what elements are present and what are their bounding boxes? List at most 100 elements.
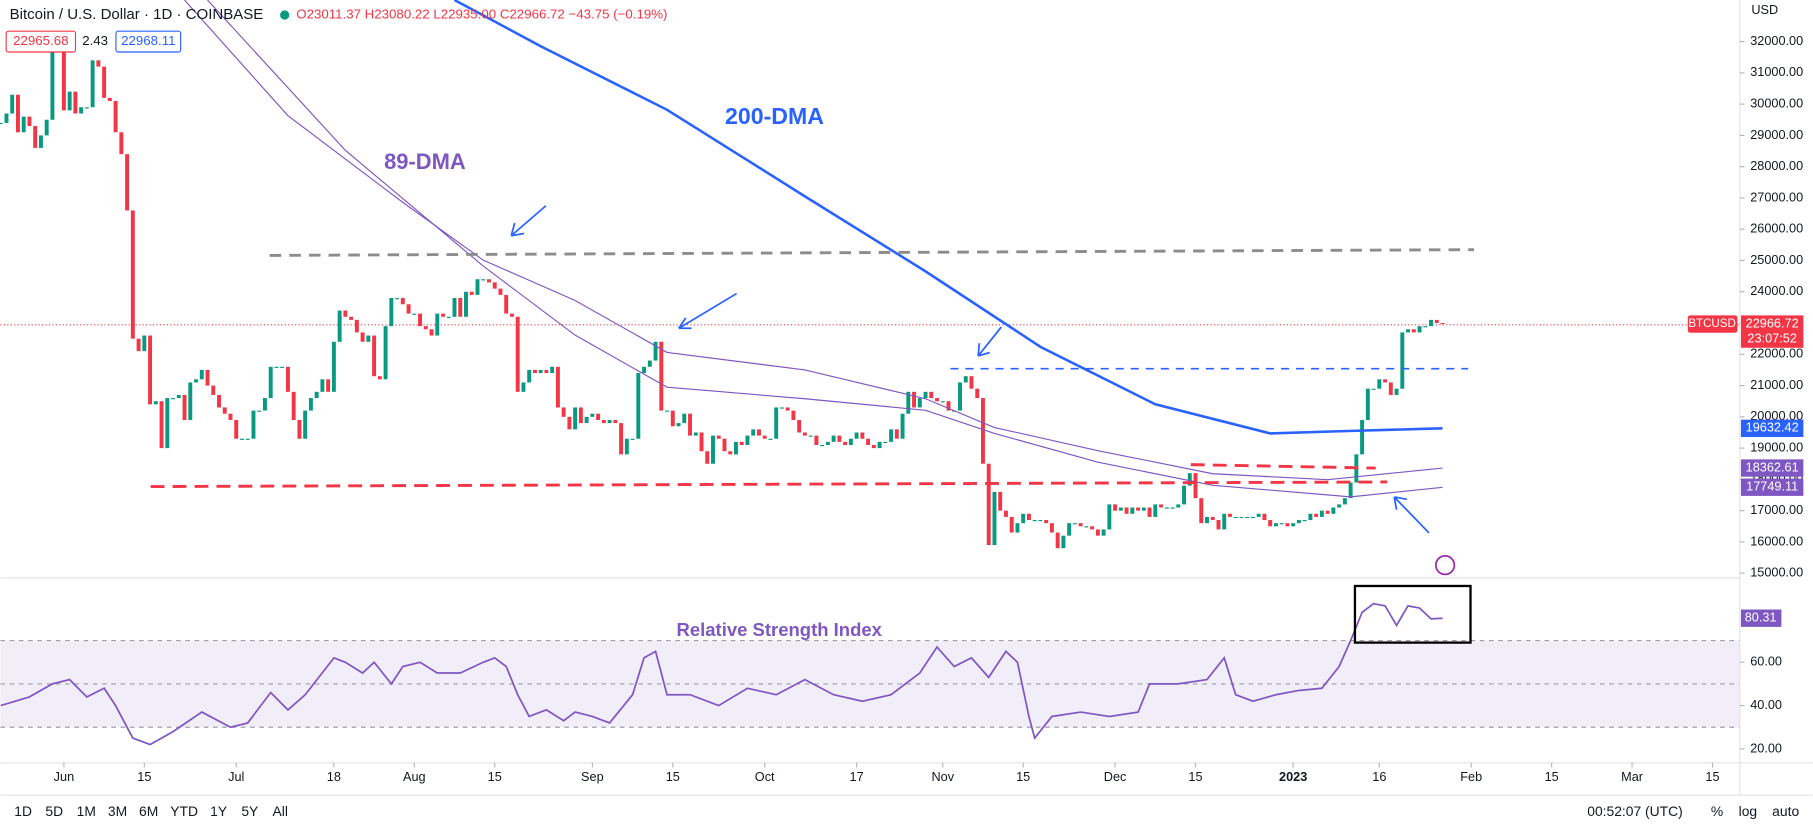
candle (969, 376, 974, 389)
candle (877, 441, 882, 449)
candle (297, 419, 302, 439)
candle (492, 282, 497, 289)
candle (240, 438, 244, 440)
candle (475, 279, 480, 295)
candle (1285, 523, 1290, 527)
candle (487, 279, 491, 283)
candle (1159, 504, 1164, 508)
candle (1342, 498, 1347, 505)
candle (624, 438, 629, 455)
candle (992, 491, 997, 546)
buy-box[interactable] (115, 30, 182, 53)
candle (871, 444, 876, 449)
price-label-bg (1740, 478, 1804, 496)
candle (1095, 529, 1100, 536)
candle (820, 444, 825, 447)
candle (4, 113, 9, 123)
range-button[interactable]: 1D (14, 803, 32, 819)
price-label-bg (1740, 419, 1804, 438)
candle (739, 441, 744, 445)
candle (423, 326, 428, 330)
event-icon[interactable] (1434, 555, 1456, 576)
candle (509, 313, 514, 317)
y-tick-label: 29000.00 (1750, 127, 1803, 142)
candle (584, 416, 589, 424)
countdown: 23:07:52 (1747, 330, 1796, 345)
candle (498, 288, 503, 295)
candle (544, 369, 549, 374)
candle (756, 429, 761, 436)
candle (27, 116, 32, 127)
range-button[interactable]: 6M (139, 803, 158, 819)
drawings (150, 205, 1474, 644)
candle (15, 94, 20, 133)
range-button[interactable]: YTD (170, 803, 198, 819)
candle (935, 398, 939, 402)
price-label: 19632.42 (1746, 420, 1799, 435)
candle (532, 369, 537, 374)
candle (843, 441, 848, 445)
candle (998, 491, 1003, 511)
candle (1090, 526, 1095, 530)
candle (412, 313, 417, 315)
candle (607, 419, 612, 424)
candle (1078, 523, 1083, 527)
range-button[interactable]: 5D (45, 803, 63, 819)
candle (1164, 507, 1169, 509)
candle (452, 298, 457, 317)
candle (79, 107, 84, 114)
range-button[interactable]: 5Y (241, 803, 258, 819)
y-tick-label: 32000.00 (1750, 33, 1803, 48)
scale-option[interactable]: log (1739, 803, 1758, 819)
range-button[interactable]: All (273, 803, 288, 819)
candle (165, 398, 170, 449)
candle (1348, 482, 1353, 499)
candle (291, 391, 296, 420)
candle (578, 407, 583, 424)
y-tick-label: 17000.00 (1750, 502, 1803, 517)
candle (802, 432, 807, 436)
candle (1291, 523, 1296, 527)
currency[interactable]: USD (1751, 2, 1778, 17)
support-line (1190, 463, 1376, 470)
candle (774, 407, 779, 439)
candle (1388, 382, 1393, 395)
candle (1417, 326, 1422, 333)
arrow (678, 292, 738, 330)
candle (343, 310, 348, 317)
candle (1021, 513, 1026, 524)
candle (791, 410, 796, 420)
candle (958, 382, 962, 411)
moving-average (207, 0, 1443, 498)
candle (1055, 532, 1060, 549)
candle (1222, 513, 1227, 530)
candle (768, 438, 773, 440)
candle (1210, 516, 1215, 521)
y-tick-label: 27000.00 (1750, 189, 1803, 204)
range-button[interactable]: 3M (108, 803, 127, 819)
scale-option[interactable]: auto (1772, 803, 1799, 819)
last-price: 22966.72 (1746, 315, 1799, 330)
candle (1394, 388, 1399, 395)
y-tick-label: 31000.00 (1750, 64, 1803, 79)
moving-average (184, 0, 1443, 481)
candle (395, 298, 400, 300)
sell-box[interactable] (5, 30, 77, 53)
candle (406, 304, 411, 314)
candle (84, 107, 89, 109)
candle (1245, 516, 1250, 519)
range-button[interactable]: 1M (77, 803, 96, 819)
candle (1302, 520, 1307, 522)
arrow (1393, 496, 1430, 534)
candle (171, 398, 176, 400)
candle (1118, 507, 1123, 511)
candle (711, 435, 715, 464)
scale-option[interactable]: % (1711, 803, 1723, 819)
candle (1015, 523, 1020, 533)
range-button[interactable]: 1Y (210, 803, 227, 819)
candle (389, 298, 394, 327)
candle (521, 382, 526, 392)
candle (1377, 379, 1382, 389)
candle (458, 298, 463, 317)
candle (354, 319, 359, 333)
